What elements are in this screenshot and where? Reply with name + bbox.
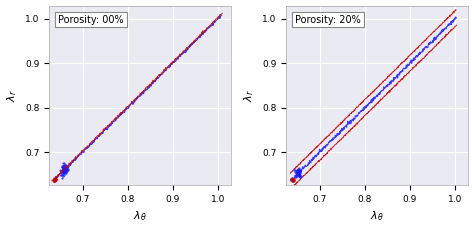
Text: Porosity: 20%: Porosity: 20% xyxy=(295,15,361,25)
Text: Porosity: 00%: Porosity: 00% xyxy=(58,15,124,25)
Y-axis label: $\lambda_r$: $\lambda_r$ xyxy=(243,89,256,102)
Y-axis label: $\lambda_r$: $\lambda_r$ xyxy=(6,89,19,102)
X-axis label: $\lambda_{\theta}$: $\lambda_{\theta}$ xyxy=(133,210,147,224)
X-axis label: $\lambda_{\theta}$: $\lambda_{\theta}$ xyxy=(370,210,384,224)
